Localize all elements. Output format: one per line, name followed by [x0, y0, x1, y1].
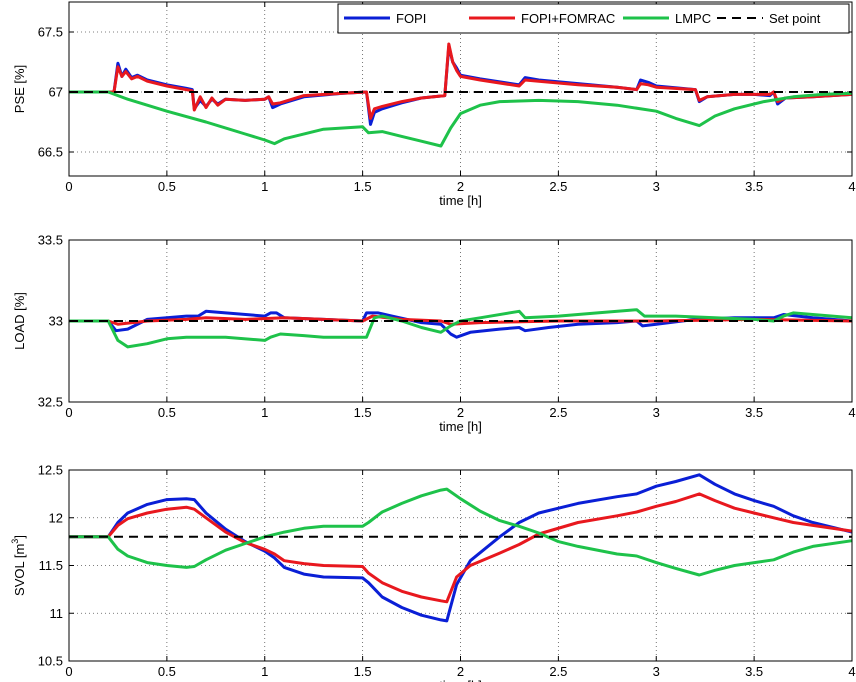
y-axis-label: LOAD [%]	[12, 292, 27, 350]
x-tick-label: 2.5	[549, 179, 567, 194]
x-axis-label: time [h]	[439, 193, 482, 208]
axes-frame	[68, 239, 853, 403]
x-tick-label: 3.5	[745, 405, 763, 420]
x-tick-label: 2.5	[549, 405, 567, 420]
y-tick-label: 33	[49, 314, 63, 329]
legend-label-fopi: FOPI	[396, 11, 426, 26]
legend: FOPI FOPI+FOMRAC LMPC Set point	[337, 3, 850, 34]
y-axis-label: PSE [%]	[12, 65, 27, 113]
y-tick-label: 12.5	[38, 463, 63, 478]
legend-box	[337, 3, 850, 34]
x-tick-label: 4	[848, 664, 855, 679]
series-line-lmpc	[69, 308, 853, 349]
x-tick-label: 3.5	[745, 664, 763, 679]
x-tick-label: 0.5	[158, 179, 176, 194]
series-line-fopi	[69, 473, 853, 623]
y-tick-label: 33.5	[38, 233, 63, 248]
series-line-fopi	[69, 309, 853, 339]
x-tick-label: 3	[653, 664, 660, 679]
y-tick-label: 66.5	[38, 145, 63, 160]
series-line-fopi-fomrac	[69, 492, 853, 604]
legend-label-set-point: Set point	[769, 11, 821, 26]
x-tick-label: 1	[261, 405, 268, 420]
x-tick-label: 1	[261, 179, 268, 194]
x-tick-label: 2	[457, 664, 464, 679]
legend-label-fopi-fomrac: FOPI+FOMRAC	[521, 11, 615, 26]
series-line-fopi-fomrac	[69, 42, 853, 120]
x-tick-label: 3	[653, 405, 660, 420]
x-axis-label: time [h]	[439, 678, 482, 682]
axes-frame	[68, 469, 853, 662]
x-tick-label: 2.5	[549, 664, 567, 679]
legend-label-lmpc: LMPC	[675, 11, 711, 26]
x-tick-label: 3.5	[745, 179, 763, 194]
series-line-lmpc	[69, 487, 853, 577]
x-tick-label: 1.5	[354, 179, 372, 194]
x-tick-label: 4	[848, 179, 855, 194]
x-tick-label: 1	[261, 664, 268, 679]
x-tick-label: 0	[65, 179, 72, 194]
y-tick-label: 11	[50, 606, 64, 621]
y-tick-label: 32.5	[38, 395, 63, 410]
x-tick-label: 0.5	[158, 405, 176, 420]
x-axis-label: time [h]	[439, 419, 482, 434]
x-tick-label: 1.5	[354, 664, 372, 679]
y-tick-label: 12	[49, 510, 63, 525]
y-tick-label: 67.5	[38, 25, 63, 40]
x-tick-label: 3	[653, 179, 660, 194]
y-tick-label: 11.5	[39, 558, 63, 573]
x-tick-label: 4	[848, 405, 855, 420]
axes-frame	[68, 1, 853, 177]
y-tick-label: 67	[49, 85, 63, 100]
x-tick-label: 0	[65, 664, 72, 679]
x-tick-label: 1.5	[354, 405, 372, 420]
x-tick-label: 0.5	[158, 664, 176, 679]
x-tick-label: 2	[457, 405, 464, 420]
x-tick-label: 2	[457, 179, 464, 194]
y-tick-label: 10.5	[38, 654, 63, 669]
series-line-lmpc	[69, 90, 853, 148]
x-tick-label: 0	[65, 405, 72, 420]
y-axis-label: SVOL [m3]	[10, 535, 27, 596]
